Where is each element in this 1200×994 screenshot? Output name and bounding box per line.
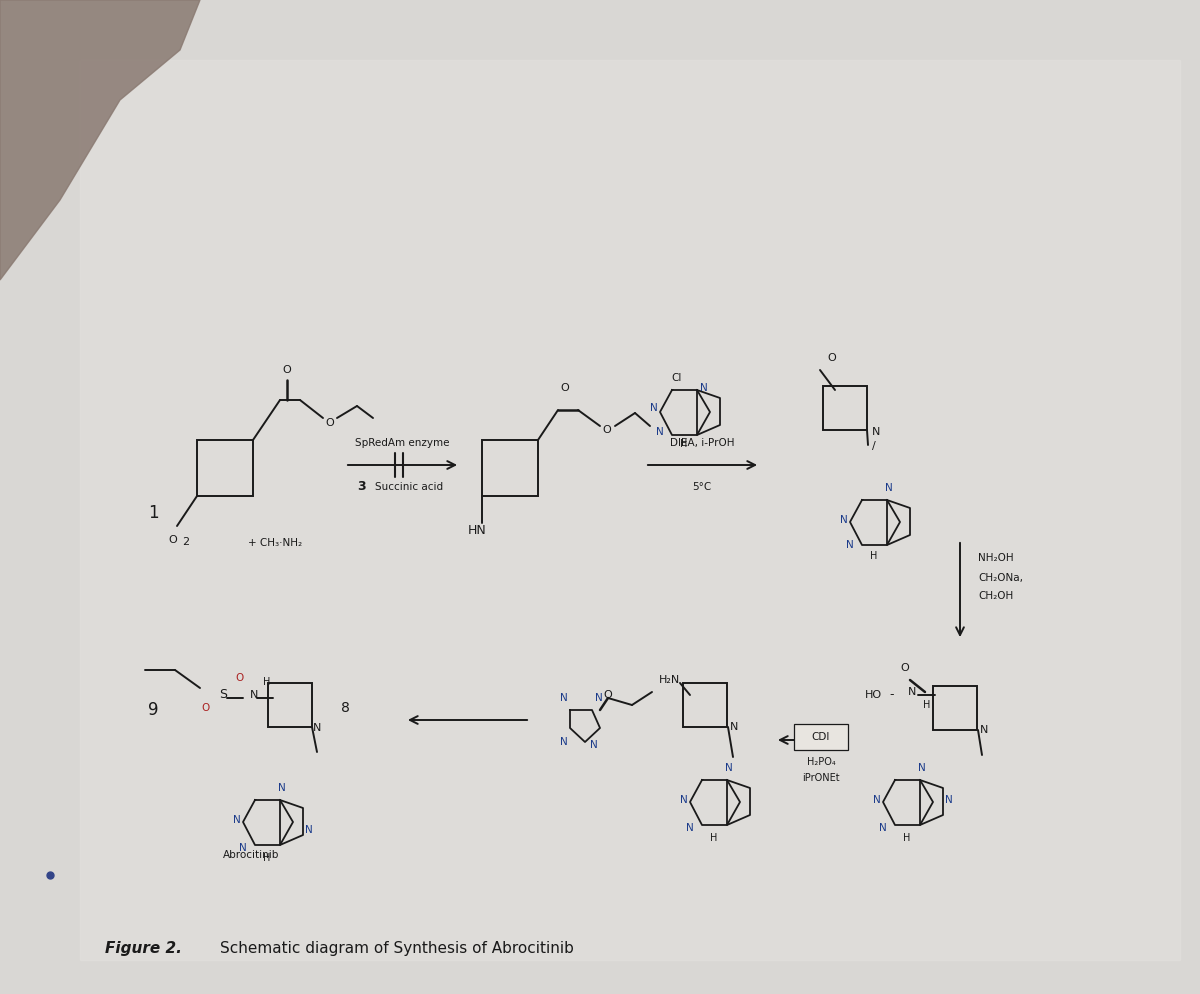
Text: 1: 1 (148, 504, 158, 522)
Text: N: N (560, 693, 568, 703)
Bar (823, 386, 866, 430)
Text: N: N (846, 540, 854, 550)
Text: O: O (325, 418, 335, 428)
Text: O: O (901, 663, 910, 673)
Text: O: O (604, 690, 612, 700)
Text: N: N (918, 763, 926, 773)
Text: 3: 3 (358, 480, 366, 493)
Text: NH₂OH: NH₂OH (978, 553, 1014, 563)
Text: O: O (828, 353, 836, 363)
Text: /: / (872, 441, 876, 451)
Text: CH₂ONa,: CH₂ONa, (978, 573, 1022, 583)
Text: SpRedAm enzyme: SpRedAm enzyme (355, 438, 449, 448)
Text: Schematic diagram of Synthesis of Abrocitinib: Schematic diagram of Synthesis of Abroci… (220, 940, 574, 955)
Text: Cl: Cl (672, 373, 682, 383)
Text: H: H (870, 551, 877, 561)
Text: N: N (872, 427, 881, 437)
Text: + CH₃·NH₂: + CH₃·NH₂ (248, 538, 302, 548)
Bar (683, 683, 727, 727)
FancyBboxPatch shape (794, 724, 848, 750)
Text: HO: HO (865, 690, 882, 700)
Text: H: H (680, 439, 688, 449)
Text: DIEA, i-PrOH: DIEA, i-PrOH (670, 438, 734, 448)
Text: N: N (278, 783, 286, 793)
Text: H₂PO₄: H₂PO₄ (806, 757, 835, 767)
Text: N: N (313, 723, 322, 733)
Text: N: N (946, 795, 953, 805)
Bar (482, 440, 538, 496)
Text: N: N (886, 483, 893, 493)
Text: H: H (263, 853, 271, 863)
Text: Succinic acid: Succinic acid (374, 482, 443, 492)
Text: 9: 9 (148, 701, 158, 719)
Text: O: O (283, 365, 292, 375)
Text: O: O (602, 425, 611, 435)
Text: O: O (200, 703, 209, 713)
Text: 8: 8 (341, 701, 349, 715)
Text: Abrocitinib: Abrocitinib (223, 850, 280, 860)
Text: H: H (710, 833, 718, 843)
Text: N: N (680, 795, 688, 805)
Text: -: - (889, 689, 894, 702)
Text: CDI: CDI (812, 732, 830, 742)
Text: O: O (169, 535, 178, 545)
Text: iPrONEt: iPrONEt (802, 773, 840, 783)
Text: N: N (650, 403, 658, 413)
Text: N: N (239, 843, 247, 853)
Text: S: S (220, 689, 227, 702)
Text: N: N (233, 815, 241, 825)
Text: O: O (560, 383, 569, 393)
Text: N: N (686, 823, 694, 833)
Polygon shape (0, 0, 200, 280)
Text: N: N (730, 722, 738, 732)
Text: HN: HN (468, 524, 487, 537)
Bar (197, 440, 253, 496)
Text: H: H (263, 677, 270, 687)
Text: CH₂OH: CH₂OH (978, 591, 1013, 601)
Text: H₂N: H₂N (659, 675, 680, 685)
Text: N: N (305, 825, 313, 835)
Text: N: N (725, 763, 733, 773)
Text: N: N (874, 795, 881, 805)
Text: H: H (904, 833, 911, 843)
Bar (268, 683, 312, 727)
Text: N: N (980, 725, 989, 735)
Bar (934, 686, 977, 730)
Text: N: N (560, 737, 568, 747)
Text: N: N (656, 427, 664, 437)
Text: N: N (700, 383, 708, 393)
Text: H: H (923, 700, 930, 710)
Text: Figure 2.: Figure 2. (106, 940, 182, 955)
Text: N: N (880, 823, 887, 833)
Text: 2: 2 (182, 537, 190, 547)
Text: N: N (595, 693, 602, 703)
Text: N: N (590, 740, 598, 750)
Text: N: N (250, 690, 258, 700)
Text: N: N (840, 515, 848, 525)
Text: O: O (236, 673, 244, 683)
Text: 5°C: 5°C (692, 482, 712, 492)
Text: N: N (908, 687, 917, 697)
